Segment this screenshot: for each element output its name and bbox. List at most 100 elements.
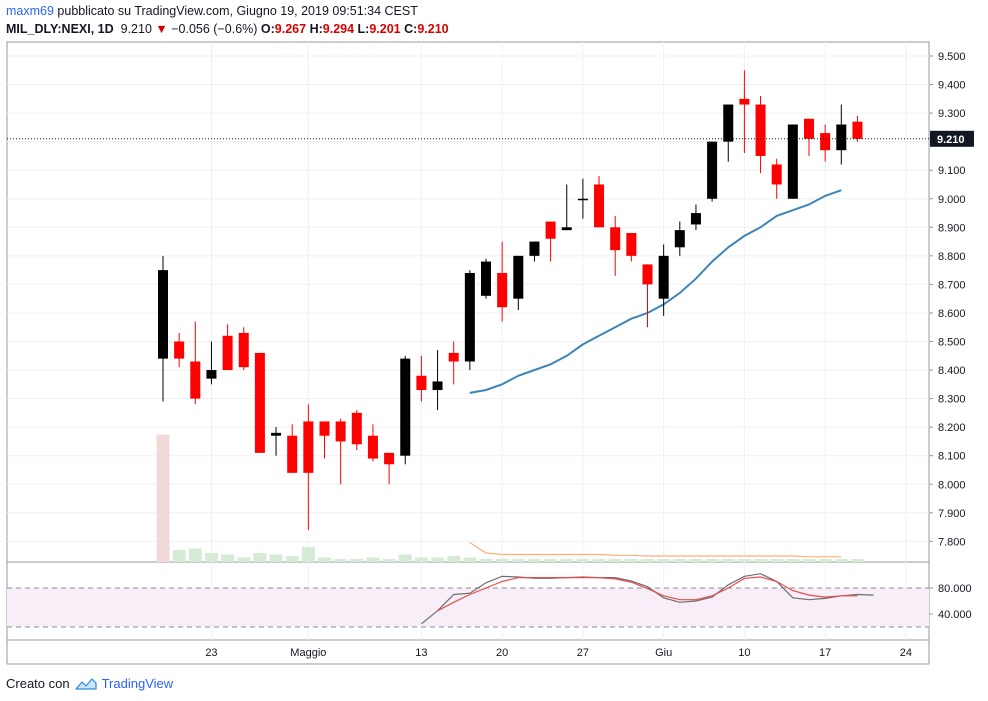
footer: Creato con TradingView [6,676,173,691]
tradingview-logo-icon [74,677,97,690]
volume-bars [156,434,864,562]
high-value: 9.294 [322,22,355,36]
time-tick-label: Giu [655,647,672,659]
oscillator-tick-label: 80.000 [938,583,972,595]
price-tick-label: 8.400 [938,365,966,377]
price-tick-label: 9.100 [938,165,966,177]
volume-ma-line [469,541,842,558]
volume-bar [527,559,541,562]
volume-bar [641,559,654,562]
candle-body [804,118,814,139]
ohlc-legend: MIL_DLY:NEXI, 1D 9.210 ▼ −0.056 (−0.6%) … [6,22,449,36]
last-price: 9.210 [120,22,152,36]
candle-body [707,141,718,199]
high-label: H: [309,22,323,36]
candle-body [723,104,734,142]
volume-bar [398,554,412,562]
time-tick-label: 24 [900,647,912,659]
volume-bar [544,559,558,562]
volume-bar [237,557,251,562]
candle-body [303,421,314,473]
candle-body [351,412,362,445]
price-change: −0.056 (−0.6%) [171,22,258,36]
low-label: L: [357,22,370,36]
time-tick-label: 23 [205,647,217,659]
price-tick-label: 8.800 [938,251,966,263]
price-axis-labels: 9.5009.4009.3009.2009.1009.0008.9008.800… [929,51,966,548]
volume-bar [414,557,428,562]
price-tick-label: 8.600 [938,308,966,320]
volume-bar [463,557,477,562]
volume-bar [156,434,170,562]
low-value: 9.201 [369,22,401,36]
candle-body [464,272,475,362]
volume-bar [657,559,671,562]
oscillator-d-line [437,576,858,612]
oscillator-tick-label: 40.000 [938,609,972,621]
price-tick-label: 8.000 [938,479,966,491]
oscillator-band-lines [7,587,929,628]
candle-body [513,255,524,299]
time-tick-label: Maggio [290,647,326,659]
candle-body [287,435,298,473]
volume-bar [786,559,800,562]
volume-bar [624,559,638,562]
tradingview-brand-link[interactable]: TradingView [101,676,174,691]
candle-body [238,332,249,368]
candle-body [271,432,282,436]
candle-body [561,227,572,231]
candle-body [416,375,427,391]
down-arrow-icon: ▼ [155,22,168,36]
close-value: 9.210 [417,22,449,36]
volume-bar [818,559,832,562]
candle-body [820,133,831,151]
volume-bar [721,559,735,562]
volume-bar [318,557,331,562]
open-value: 9.267 [274,22,307,36]
candle-body [432,381,443,391]
time-tick-label: 20 [496,647,508,659]
candle-body [158,270,168,359]
volume-bar [479,559,493,562]
candle-body [448,352,459,362]
volume-bar [850,559,864,562]
price-tick-label: 8.700 [938,279,966,291]
volume-bar [301,547,315,562]
volume-bar [673,559,687,562]
volume-bar [431,557,445,562]
volume-bar [689,559,703,562]
candle-body [771,164,782,185]
volume-bar [269,554,283,562]
volume-bar [172,550,186,562]
volume-bar [495,559,509,562]
published-text: pubblicato su TradingView.com, Giugno 19… [57,4,418,18]
volume-bar [770,559,784,562]
candle-body [254,352,265,453]
candle-body [206,370,217,379]
candle-body [481,261,491,296]
close-label: C: [404,22,418,36]
volume-bar [802,559,816,562]
price-tick-label: 8.500 [938,337,966,349]
candle-body [836,124,847,151]
volume-bar [188,548,202,562]
candle-body [658,255,669,299]
created-with-text: Creato con [6,676,70,691]
candle-body [319,421,330,436]
price-tick-label: 9.300 [938,108,966,120]
candle-body [577,198,588,201]
candle-body [642,264,653,285]
price-tick-label: 9.500 [938,51,966,63]
time-tick-label: 13 [415,647,427,659]
candlestick-series [158,70,863,530]
candle-body [497,272,508,308]
candle-body [529,241,540,256]
author-link[interactable]: maxm69 [6,4,54,18]
price-tick-label: 7.800 [938,536,966,548]
price-tick-label: 8.200 [938,422,966,434]
candle-body [174,341,185,359]
publish-info: maxm69 pubblicato su TradingView.com, Gi… [6,4,418,18]
last-price-badge-bg [930,130,974,147]
volume-bar [705,559,719,562]
